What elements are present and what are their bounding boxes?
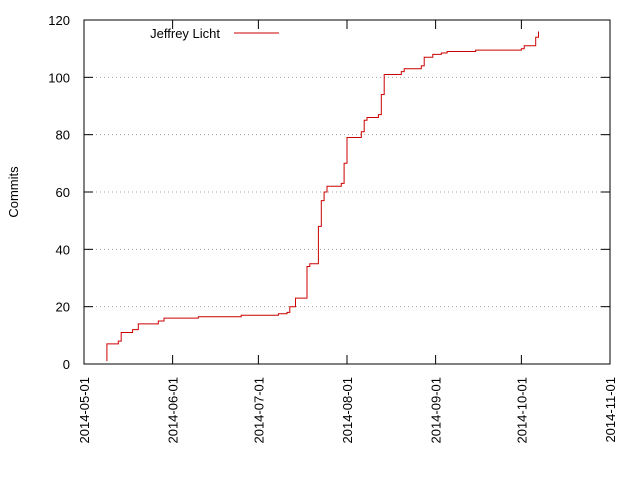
y-tick-label: 0 [63, 357, 70, 372]
y-tick-label: 80 [56, 128, 70, 143]
plot-frame [83, 19, 611, 365]
x-tick-label: 2014-05-01 [77, 377, 92, 444]
legend-label: Jeffrey Licht [150, 26, 220, 41]
x-tick-label: 2014-11-01 [603, 377, 618, 443]
x-tick-label: 2014-09-01 [429, 377, 444, 444]
x-tick-labels: 2014-05-01 2014-06-01 2014-07-01 2014-08-01… [77, 377, 618, 444]
y-tick-label: 100 [48, 70, 70, 85]
y-tick-label: 40 [56, 242, 70, 257]
series-layer [106, 31, 539, 362]
y-tick-label: 60 [56, 185, 70, 200]
y-tick-label: 120 [48, 13, 70, 28]
legend: Jeffrey Licht [150, 26, 279, 41]
y-tick-labels: 0 20 40 60 80 100 120 [48, 13, 70, 372]
y-axis-label: Commits [6, 166, 21, 218]
x-tick-label: 2014-08-01 [340, 377, 355, 444]
y-tick-label: 20 [56, 300, 70, 315]
x-tick-label: 2014-06-01 [166, 377, 181, 444]
x-tick-label: 2014-10-01 [514, 377, 529, 444]
series-line-jeffrey-licht [106, 31, 539, 362]
x-tick-label: 2014-07-01 [251, 377, 266, 444]
